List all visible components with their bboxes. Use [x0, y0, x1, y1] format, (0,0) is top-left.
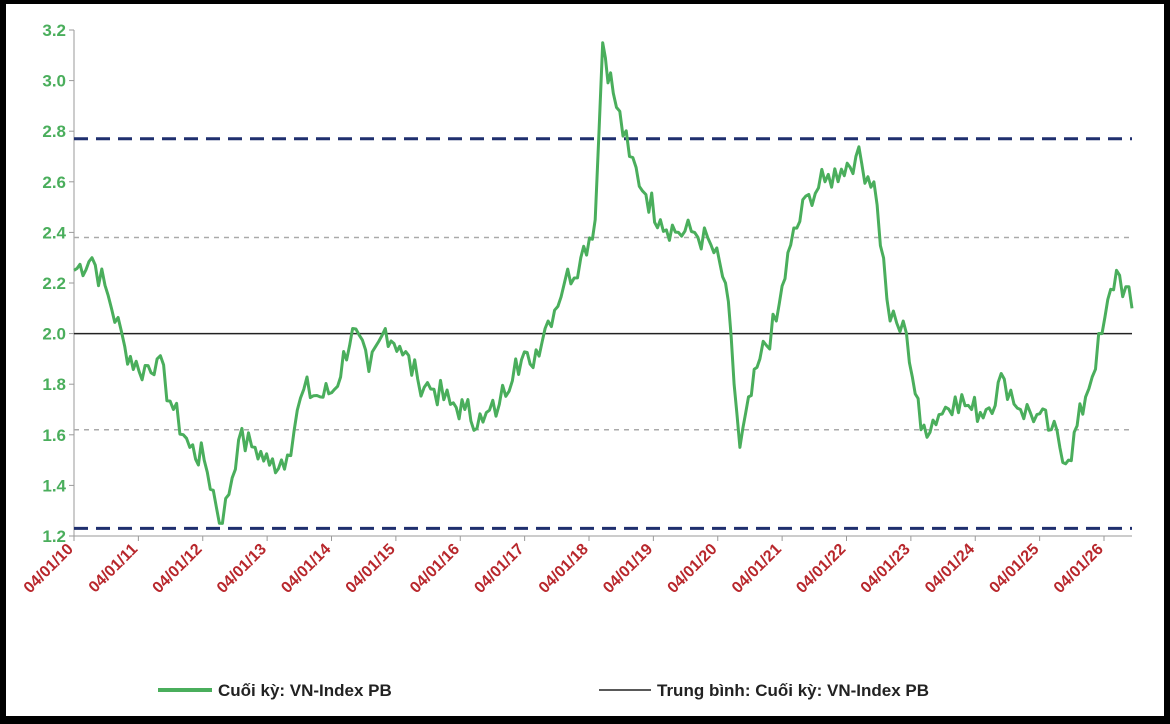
x-tick-label: 04/01/26	[1051, 541, 1107, 597]
x-tick-label: 04/01/18	[536, 541, 592, 597]
x-tick-label: 04/01/11	[86, 541, 142, 597]
y-tick-label: 1.4	[42, 476, 66, 495]
legend-label-average: Trung bình: Cuối kỳ: VN-Index PB	[657, 681, 929, 700]
y-tick-label: 3.2	[42, 21, 66, 40]
chart-frame: 1.2 1.4 1.6 1.8 2.0 2.2 2.4 2.6 2.8 3.0 3.2 04/01/…	[6, 4, 1164, 716]
y-tick-label: 1.2	[42, 527, 66, 546]
x-tick-label: 04/01/19	[600, 541, 656, 597]
x-axis: 04/01/10 04/01/11 04/01/12 04/01/13 04/01/14…	[21, 535, 1132, 597]
y-tick-label: 2.8	[42, 122, 66, 141]
x-tick-label: 04/01/25	[986, 541, 1042, 597]
x-tick-label: 04/01/20	[665, 541, 721, 597]
legend-label-vn-index-pb: Cuối kỳ: VN-Index PB	[218, 681, 392, 700]
series-line-vn-index-pb	[73, 41, 1134, 525]
x-tick-label: 04/01/21	[729, 541, 785, 597]
y-tick-label: 2.2	[42, 274, 66, 293]
legend: Cuối kỳ: VN-Index PB Trung bình: Cuối kỳ…	[158, 681, 929, 700]
pb-chart: 1.2 1.4 1.6 1.8 2.0 2.2 2.4 2.6 2.8 3.0 3.2 04/01/…	[21, 21, 1134, 700]
x-tick-label: 04/01/23	[858, 541, 914, 597]
x-tick-label: 04/01/10	[21, 541, 77, 597]
y-tick-label: 3.0	[42, 72, 66, 91]
y-axis: 1.2 1.4 1.6 1.8 2.0 2.2 2.4 2.6 2.8 3.0 3.2	[42, 21, 75, 546]
x-tick-label: 04/01/17	[471, 541, 527, 597]
y-tick-label: 2.6	[42, 173, 66, 192]
reference-lines	[74, 137, 1132, 530]
y-tick-label: 1.6	[42, 426, 66, 445]
x-tick-label: 04/01/15	[343, 541, 399, 597]
y-tick-label: 1.8	[42, 375, 66, 394]
x-tick-label: 04/01/12	[150, 541, 206, 597]
x-tick-label: 04/01/22	[793, 541, 849, 597]
y-tick-label: 2.0	[42, 325, 66, 344]
x-tick-label: 04/01/14	[278, 541, 334, 597]
x-tick-label: 04/01/13	[214, 541, 270, 597]
x-tick-label: 04/01/16	[407, 541, 463, 597]
x-tick-label: 04/01/24	[922, 541, 978, 597]
y-tick-label: 2.4	[42, 223, 66, 242]
